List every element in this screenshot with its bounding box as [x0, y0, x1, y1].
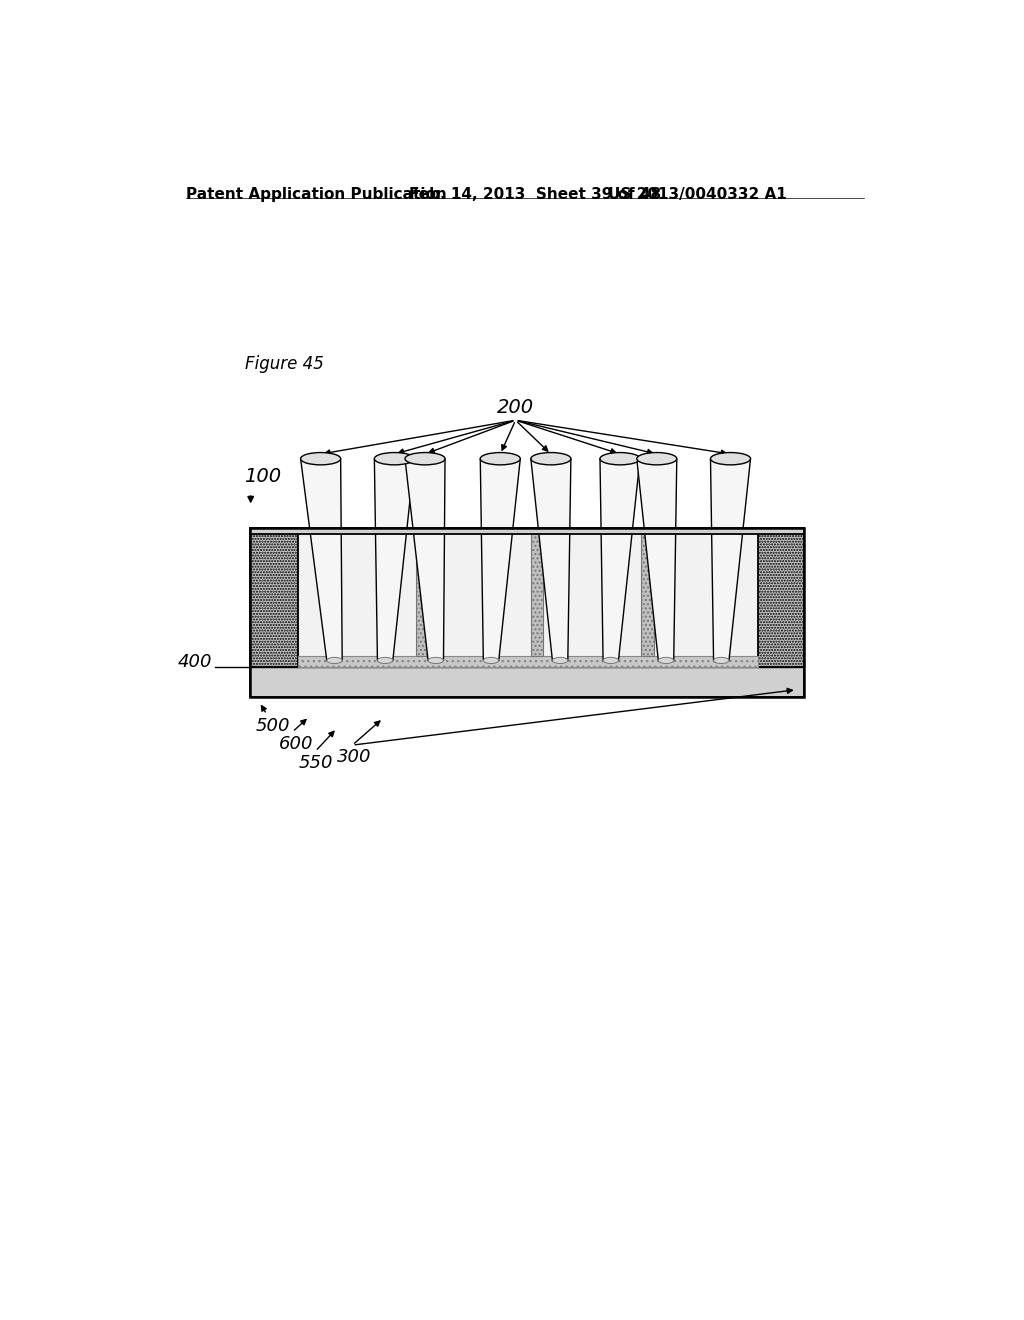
Ellipse shape [552, 657, 568, 664]
Polygon shape [301, 459, 342, 660]
Ellipse shape [327, 657, 342, 664]
Polygon shape [250, 528, 298, 667]
Text: 200: 200 [497, 399, 535, 417]
Text: Figure 45: Figure 45 [245, 355, 324, 372]
Text: 400: 400 [178, 653, 212, 671]
Polygon shape [404, 459, 445, 660]
Ellipse shape [714, 657, 729, 664]
Ellipse shape [483, 657, 499, 664]
Ellipse shape [428, 657, 443, 664]
Text: 550: 550 [298, 755, 333, 772]
Text: 500: 500 [255, 718, 290, 735]
Polygon shape [480, 459, 520, 660]
Polygon shape [250, 659, 804, 667]
Polygon shape [298, 528, 758, 667]
Ellipse shape [637, 453, 677, 465]
Polygon shape [758, 528, 804, 667]
Ellipse shape [711, 453, 751, 465]
Polygon shape [250, 667, 804, 697]
Text: 100: 100 [245, 467, 282, 487]
Ellipse shape [480, 453, 520, 465]
Polygon shape [530, 459, 571, 660]
Ellipse shape [658, 657, 674, 664]
Ellipse shape [404, 453, 445, 465]
Polygon shape [600, 459, 640, 660]
Polygon shape [711, 459, 751, 660]
Text: Feb. 14, 2013  Sheet 39 of 48: Feb. 14, 2013 Sheet 39 of 48 [410, 187, 662, 202]
Polygon shape [530, 533, 544, 656]
Polygon shape [641, 533, 653, 656]
Polygon shape [637, 459, 677, 660]
Ellipse shape [375, 453, 415, 465]
Text: Patent Application Publication: Patent Application Publication [186, 187, 446, 202]
Polygon shape [416, 533, 428, 656]
Ellipse shape [378, 657, 393, 664]
Ellipse shape [301, 453, 341, 465]
Polygon shape [375, 459, 415, 660]
Ellipse shape [530, 453, 571, 465]
Polygon shape [298, 656, 758, 667]
Polygon shape [250, 528, 804, 535]
Text: 300: 300 [337, 748, 372, 766]
Text: US 2013/0040332 A1: US 2013/0040332 A1 [608, 187, 786, 202]
Ellipse shape [603, 657, 618, 664]
Text: 600: 600 [279, 735, 313, 754]
Ellipse shape [600, 453, 640, 465]
